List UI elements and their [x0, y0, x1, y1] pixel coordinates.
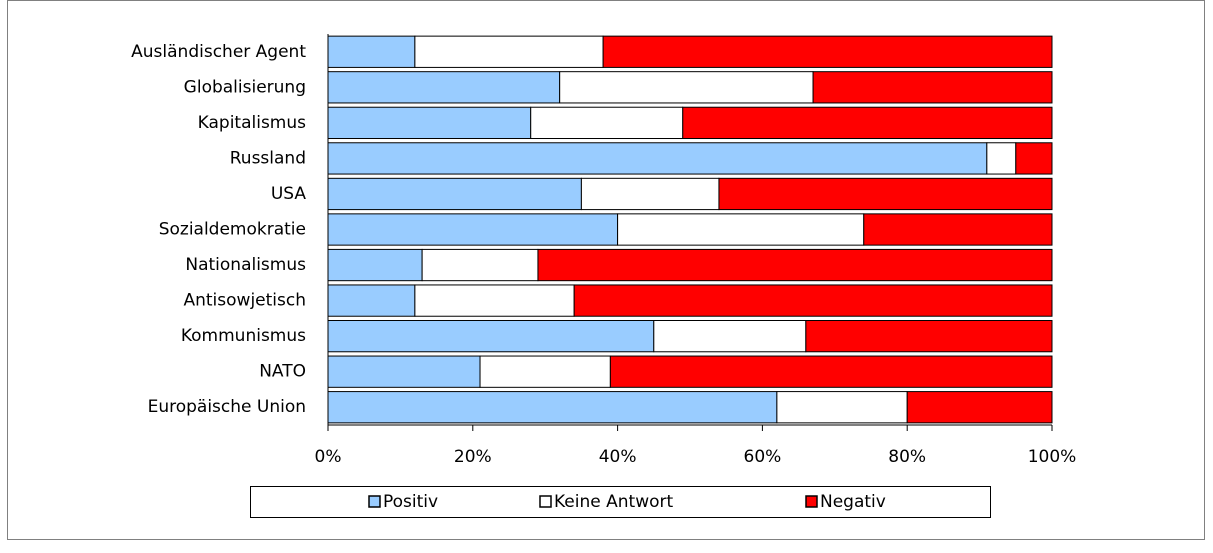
- y-tick-label: Ausländischer Agent: [131, 42, 306, 62]
- y-tick-label: Nationalismus: [185, 255, 306, 275]
- y-tick-label: NATO: [259, 362, 306, 382]
- bar-segment: [1015, 142, 1053, 175]
- bar-segment: [327, 71, 561, 104]
- legend-label: Negativ: [820, 492, 886, 512]
- legend-swatch: [539, 495, 552, 508]
- bar-segment: [537, 248, 1053, 282]
- bar-segment: [530, 106, 684, 140]
- bar-segment: [414, 35, 604, 68]
- bar-segment: [580, 177, 720, 211]
- bar-segment: [573, 284, 1053, 317]
- bar-segment: [617, 213, 865, 246]
- bar-segment: [414, 284, 575, 317]
- x-tick-label: 60%: [744, 447, 782, 467]
- bar-segment: [327, 284, 416, 317]
- bar-segment: [327, 106, 532, 140]
- bar-segment: [906, 391, 1053, 424]
- legend-swatch: [368, 495, 381, 508]
- bar-segment: [421, 248, 539, 282]
- y-tick-label: Kapitalismus: [198, 113, 307, 133]
- bar-segment: [479, 355, 611, 388]
- bar-segment: [812, 71, 1053, 104]
- bar-segment: [327, 248, 423, 282]
- x-tick-label: 20%: [454, 447, 492, 467]
- y-tick-label: USA: [271, 184, 307, 204]
- bar-segment: [559, 71, 814, 104]
- bar-segment: [863, 213, 1053, 246]
- x-tick-label: 40%: [599, 447, 637, 467]
- bar-segment: [805, 319, 1053, 353]
- legend-swatch: [805, 495, 818, 508]
- bar-segment: [327, 213, 619, 246]
- y-tick-label: Kommunismus: [181, 326, 306, 346]
- bar-segment: [776, 391, 908, 424]
- bar-segment: [327, 142, 988, 175]
- bar-segment: [609, 355, 1053, 388]
- y-tick-label: Sozialdemokratie: [159, 220, 306, 240]
- bar-segment: [327, 391, 778, 424]
- bar-segment: [327, 355, 481, 388]
- x-tick-label: 80%: [888, 447, 926, 467]
- x-tick-label: 0%: [315, 447, 342, 467]
- y-tick-label: Antisowjetisch: [183, 291, 306, 311]
- bar-segment: [602, 35, 1053, 68]
- legend-label: Positiv: [383, 492, 438, 512]
- bar-segment: [327, 319, 655, 353]
- y-tick-label: Globalisierung: [184, 77, 306, 97]
- bar-segment: [682, 106, 1053, 140]
- bar-segment: [653, 319, 807, 353]
- y-tick-label: Europäische Union: [148, 397, 306, 417]
- bar-segment: [986, 142, 1017, 175]
- legend-label: Keine Antwort: [554, 492, 673, 512]
- bar-segment: [327, 35, 416, 68]
- bar-segment: [718, 177, 1053, 211]
- x-tick-label: 100%: [1028, 447, 1077, 467]
- y-tick-label: Russland: [230, 148, 306, 168]
- bar-segment: [327, 177, 582, 211]
